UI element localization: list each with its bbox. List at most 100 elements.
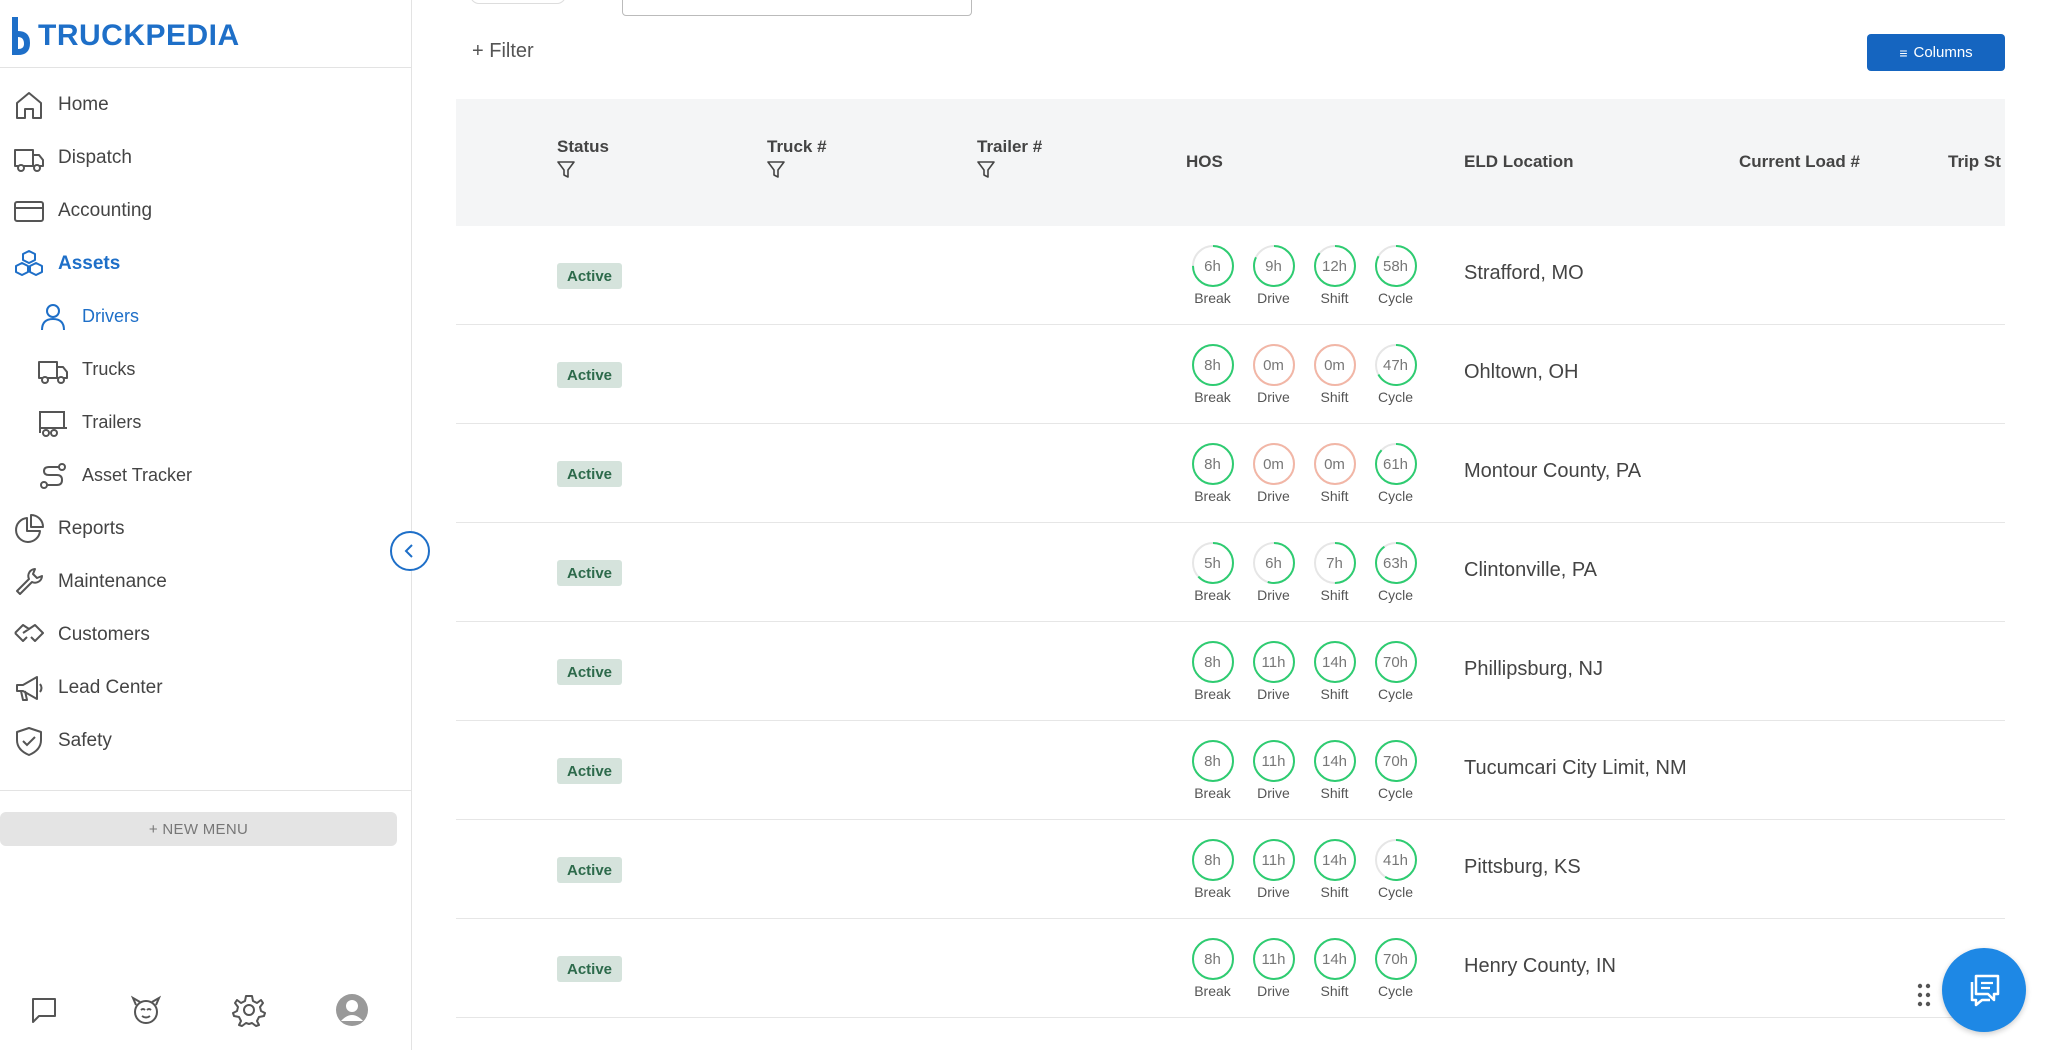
filter-icon[interactable] — [767, 161, 785, 179]
sidebar-item-label: Accounting — [58, 199, 153, 221]
table-row[interactable]: Active 8h Break 0m Drive 0m Shift 47h Cycle Ohlto… — [456, 325, 2005, 424]
cubes-icon — [12, 247, 46, 281]
hos-ring: 63h — [1373, 540, 1419, 586]
hos-value: 14h — [1321, 950, 1348, 968]
hos-value: 70h — [1382, 950, 1409, 968]
hos-label: Cycle — [1377, 884, 1413, 900]
sidebar-item-drivers[interactable]: Drivers — [0, 290, 412, 343]
hos-value: 58h — [1382, 257, 1409, 275]
table-row[interactable]: Active 5h Break 6h Drive 7h Shift 63h Cycle Clint… — [456, 523, 2005, 622]
hos-dials: 8h Break 11h Drive 14h Shift 70h Cycle — [1189, 738, 1419, 801]
new-menu-button[interactable]: + NEW MENU — [0, 812, 397, 846]
hos-label: Shift — [1320, 290, 1349, 306]
table-row[interactable]: Active 6h Break 9h Drive 12h Shift 58h Cycle Stra… — [456, 226, 2005, 325]
hos-ring: 70h — [1373, 639, 1419, 685]
hos-label: Shift — [1320, 785, 1349, 801]
sidebar-item-label: Reports — [58, 517, 125, 539]
table-row[interactable]: Active 8h Break 11h Drive 14h Shift 70h Cycle Hen… — [456, 919, 2005, 1018]
sidebar-item-label: Customers — [58, 623, 150, 645]
collapse-sidebar-button[interactable] — [390, 531, 430, 571]
sidebar-item-accounting[interactable]: Accounting — [0, 184, 412, 237]
table-row[interactable]: Active 8h Break 0m Drive 0m Shift 61h Cycle Monto… — [456, 424, 2005, 523]
sidebar-item-customers[interactable]: Customers — [0, 608, 412, 661]
hos-dial-drive: 0m Drive — [1250, 342, 1297, 405]
hos-ring: 11h — [1251, 639, 1297, 685]
table-row[interactable]: Active 8h Break 11h Drive 14h Shift 70h Cycle Tuc… — [456, 721, 2005, 820]
column-header-eld-location[interactable]: ELD Location — [1464, 152, 1574, 171]
filter-icon[interactable] — [557, 161, 575, 179]
hos-dial-break: 8h Break — [1189, 837, 1236, 900]
hos-label: Shift — [1320, 983, 1349, 999]
hos-dial-cycle: 70h Cycle — [1372, 738, 1419, 801]
column-header-label: Status — [557, 137, 609, 156]
hos-value: 63h — [1382, 554, 1409, 572]
hos-ring: 7h — [1312, 540, 1358, 586]
hos-dial-shift: 14h Shift — [1311, 738, 1358, 801]
column-header-truck[interactable]: Truck # — [767, 137, 827, 179]
sidebar-item-maintenance[interactable]: Maintenance — [0, 555, 412, 608]
column-header-status[interactable]: Status — [557, 137, 609, 179]
hos-ring: 58h — [1373, 243, 1419, 289]
hos-ring: 14h — [1312, 936, 1358, 982]
hos-ring: 0m — [1312, 441, 1358, 487]
table-row[interactable]: Active 8h Break 11h Drive 14h Shift 70h Cycle Phi… — [456, 622, 2005, 721]
hos-dial-drive: 11h Drive — [1250, 639, 1297, 702]
hos-ring: 14h — [1312, 837, 1358, 883]
hos-value: 8h — [1204, 455, 1221, 473]
hos-dial-drive: 9h Drive — [1250, 243, 1297, 306]
hos-value: 0m — [1263, 455, 1284, 473]
user-avatar-icon[interactable] — [332, 990, 372, 1030]
sidebar-item-trucks[interactable]: Trucks — [0, 343, 412, 396]
add-filter-button[interactable]: + Filter — [472, 40, 534, 62]
top-pill-button[interactable] — [470, 0, 566, 4]
column-header-label: Trailer # — [977, 137, 1043, 156]
hos-value: 5h — [1204, 554, 1221, 572]
sidebar-item-safety[interactable]: Safety — [0, 714, 412, 767]
column-header-current-load[interactable]: Current Load # — [1739, 152, 1860, 171]
hos-value: 11h — [1261, 752, 1286, 770]
home-icon — [12, 88, 46, 122]
hos-ring: 11h — [1251, 837, 1297, 883]
drag-handle-icon[interactable] — [1916, 982, 1932, 1008]
sidebar-item-asset-tracker[interactable]: Asset Tracker — [0, 449, 412, 502]
status-badge: Active — [557, 956, 623, 982]
sidebar-item-reports[interactable]: Reports — [0, 502, 412, 555]
eld-location: Strafford, MO — [1464, 262, 1584, 284]
hos-label: Drive — [1257, 389, 1290, 405]
hos-value: 8h — [1204, 653, 1221, 671]
chat-bubble-icon[interactable] — [24, 990, 64, 1030]
filter-icon[interactable] — [977, 161, 995, 179]
pet-face-icon[interactable] — [126, 990, 166, 1030]
hos-dials: 8h Break 11h Drive 14h Shift 70h Cycle — [1189, 639, 1419, 702]
sidebar-item-label: Assets — [58, 252, 121, 274]
eld-location: Tucumcari City Limit, NM — [1464, 757, 1687, 779]
search-input[interactable] — [622, 0, 972, 16]
hos-value: 14h — [1321, 752, 1348, 770]
hos-dial-cycle: 47h Cycle — [1372, 342, 1419, 405]
sidebar-item-assets[interactable]: Assets — [0, 237, 412, 290]
hos-value: 8h — [1204, 950, 1221, 968]
person-icon — [36, 300, 70, 334]
sidebar-item-trailers[interactable]: Trailers — [0, 396, 412, 449]
hos-dial-shift: 14h Shift — [1311, 639, 1358, 702]
hos-value: 0m — [1324, 356, 1345, 374]
sidebar-item-label: Trucks — [82, 359, 136, 379]
hos-label: Shift — [1320, 389, 1349, 405]
sidebar-item-dispatch[interactable]: Dispatch — [0, 131, 412, 184]
column-header-hos[interactable]: HOS — [1186, 152, 1223, 171]
table-row[interactable]: Active 8h Break 11h Drive 14h Shift 41h Cycle Pit… — [456, 820, 2005, 919]
hos-dial-break: 8h Break — [1189, 639, 1236, 702]
hos-value: 9h — [1265, 257, 1282, 275]
hos-value: 14h — [1321, 851, 1348, 869]
sidebar-item-lead-center[interactable]: Lead Center — [0, 661, 412, 714]
hos-dial-drive: 11h Drive — [1250, 738, 1297, 801]
gear-icon[interactable] — [229, 990, 269, 1030]
hos-dials: 8h Break 11h Drive 14h Shift 70h Cycle — [1189, 936, 1419, 999]
column-header-trailer[interactable]: Trailer # — [977, 137, 1042, 179]
brand-logo[interactable]: TRUCKPEDIA — [10, 16, 240, 56]
sidebar-item-home[interactable]: Home — [0, 78, 412, 131]
columns-button[interactable]: ≡ Columns — [1867, 34, 2005, 71]
column-header-trip-status[interactable]: Trip St — [1948, 152, 2001, 171]
support-chat-button[interactable] — [1942, 948, 2026, 1032]
hos-value: 11h — [1261, 851, 1286, 869]
